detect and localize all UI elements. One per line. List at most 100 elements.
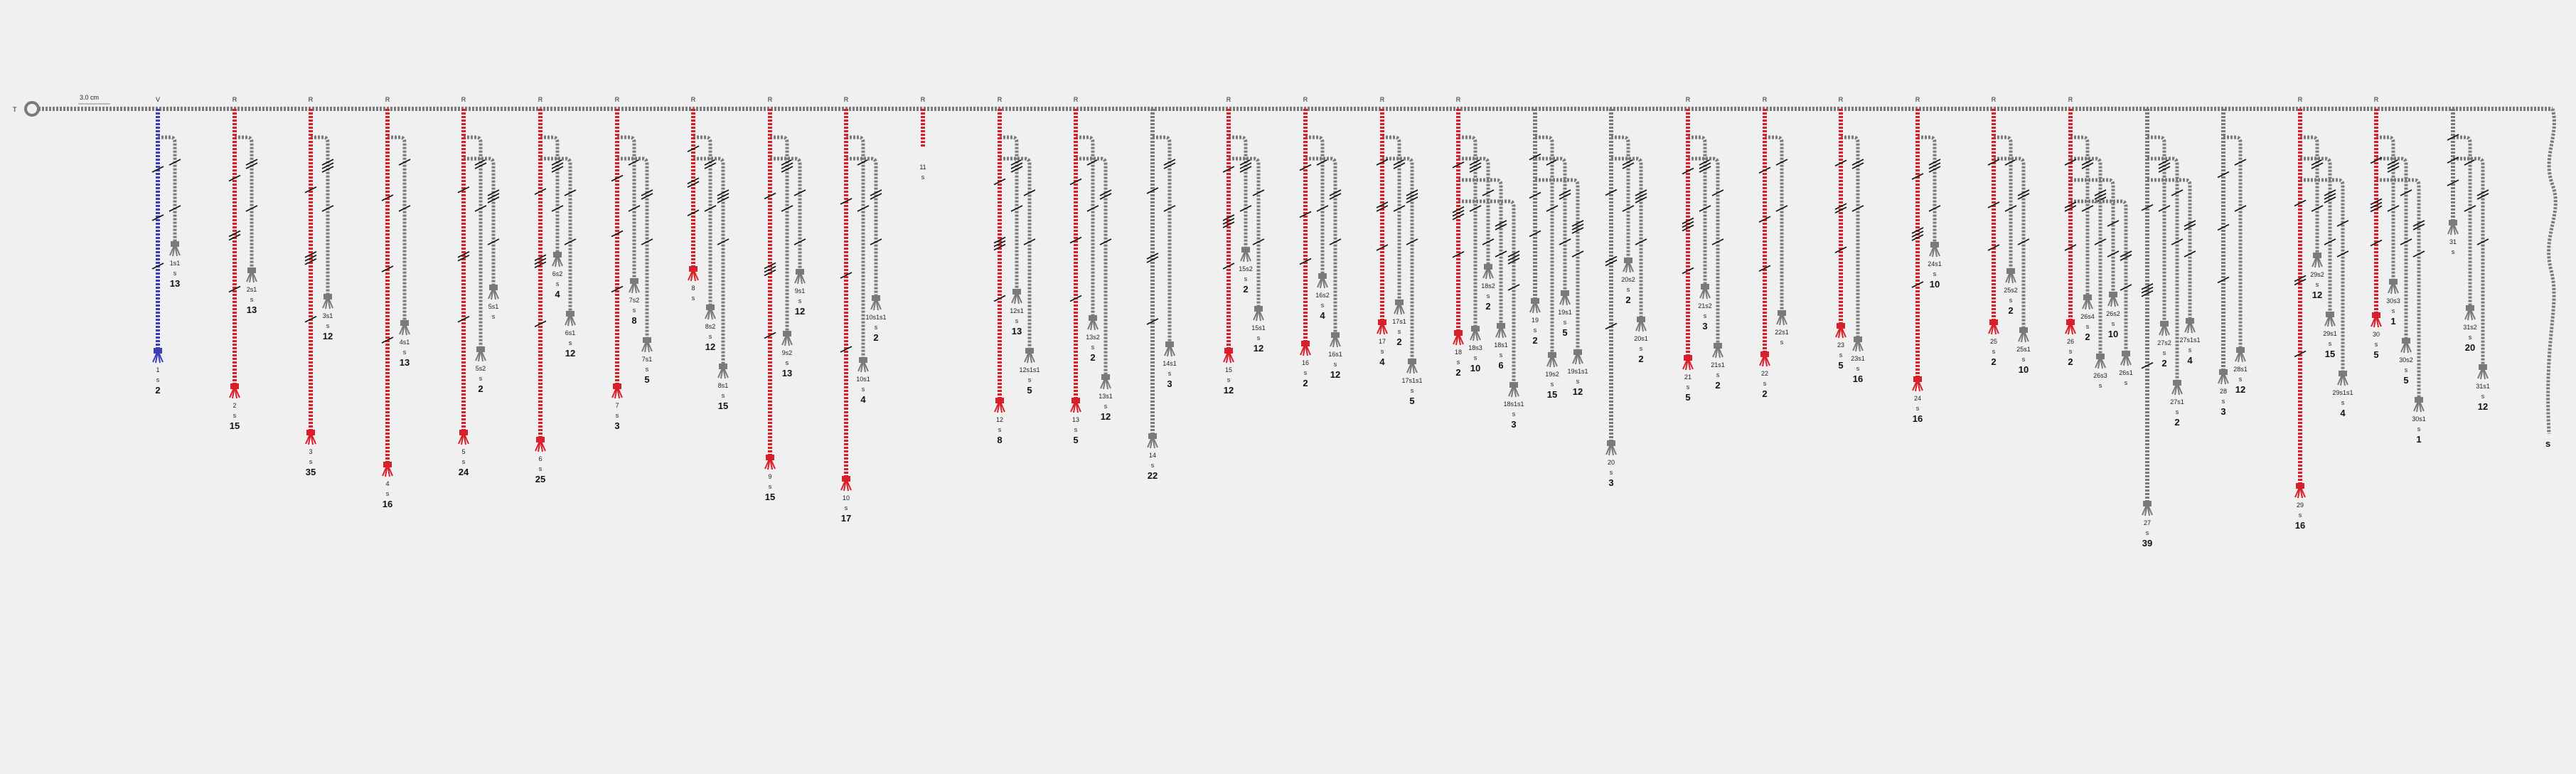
subsidiary-cord-29s2: 29s2 s 12: [2300, 135, 2324, 300]
subsidiary-cord-9s2: 9s2 s 13: [770, 135, 793, 378]
knot-mark: [993, 240, 1006, 248]
knot-mark: [1163, 159, 1176, 166]
subsidiary-count: 12: [2312, 290, 2322, 300]
cord-end-knot: [230, 383, 239, 389]
knot-mark: [2336, 220, 2349, 227]
subsidiary-count: 13: [782, 368, 792, 378]
knot-mark: [2107, 220, 2120, 227]
subsidiary-label: 5s1: [488, 303, 499, 310]
knot-mark: [2141, 362, 2154, 369]
knot-mark: [1622, 159, 1635, 166]
subsidiary-cord-line: [2453, 135, 2472, 308]
subsidiary-cord-13s2: 13s2 s2: [1076, 135, 1100, 363]
subsidiary-label: 4s1: [400, 339, 410, 346]
cord-end-tassel: [1912, 378, 1923, 392]
subsidiary-cord-line: [1305, 135, 1325, 276]
knot-mark: [1699, 166, 1711, 173]
knot-mark: [2412, 250, 2425, 258]
knot-mark: [717, 189, 729, 196]
subsidiary-s-label: s: [556, 280, 560, 287]
subsidiary-label: 31s1: [2476, 383, 2490, 390]
knot-mark: [2081, 159, 2094, 166]
subsidiary-cord-20s1: 20s1 s 2: [1611, 157, 1648, 364]
pendant-s-label: s: [998, 426, 1002, 433]
knot-mark: [2107, 250, 2120, 258]
subsidiary-cord-line: [1535, 157, 1567, 293]
subsidiary-label: 26s2: [2106, 310, 2120, 317]
subsidiary-count: 2: [2008, 305, 2013, 316]
cord-end-tassel: [246, 270, 257, 283]
cord-end-tassel: [1546, 354, 1558, 368]
knot-mark: [2184, 220, 2196, 227]
cord-end-knot: [306, 430, 315, 435]
subsidiary-cord-line: [464, 135, 483, 349]
knot-mark: [1635, 193, 1647, 200]
subsidiary-cord-line: [2376, 178, 2421, 400]
cord-end-knot: [566, 311, 574, 317]
pendant-label: 10: [843, 494, 850, 502]
subsidiary-cord-5s2: 5s2 s2: [464, 135, 487, 394]
knot-mark: [1163, 162, 1176, 169]
knot-mark: [304, 258, 317, 265]
cord-end-knot: [1854, 336, 1862, 342]
subsidiary-cord-line: [1841, 135, 1860, 339]
cord-end-tassel: [2400, 340, 2412, 354]
cord-end-tassel: [399, 322, 410, 336]
cord-end-knot: [2479, 364, 2487, 370]
pendant-label: 30: [2373, 331, 2380, 338]
subsidiary-count: 1: [2416, 434, 2421, 445]
subsidiary-cord-line: [388, 135, 407, 323]
knot-mark: [1069, 295, 1082, 302]
knot-mark: [304, 316, 317, 323]
subsidiary-label: 28s1: [2233, 366, 2248, 373]
knot-mark: [1605, 259, 1618, 267]
subsidiary-count: 10: [2019, 364, 2029, 375]
knot-mark: [2412, 220, 2425, 227]
subsidiary-cord-22s1: 22s1 s: [1765, 135, 1789, 346]
cord-end-tassel: [2120, 353, 2132, 366]
knot-mark: [304, 186, 317, 194]
knot-mark: [1086, 205, 1099, 212]
subsidiary-label: 26s3: [2093, 372, 2107, 379]
pendant-top-marker: R: [461, 96, 466, 103]
pendant-s-label: s: [309, 458, 313, 465]
knot-mark: [2412, 223, 2425, 230]
knot-mark: [793, 238, 806, 245]
pendant-label: 14: [1149, 452, 1156, 459]
knot-mark: [781, 159, 793, 166]
subsidiary-count: 2: [1396, 336, 1401, 347]
subsidiary-cord-26s3: 26s3 s: [2070, 157, 2107, 389]
pendant-label: 24: [1914, 395, 1921, 402]
cord-end-tassel: [1559, 292, 1571, 306]
knot-mark: [2311, 162, 2324, 169]
cord-end-knot: [1989, 319, 1998, 325]
cord-end-knot: [1378, 319, 1386, 325]
knot-mark: [2311, 205, 2324, 212]
pendant-count: 3: [614, 420, 619, 431]
subsidiary-label: 12s1: [1010, 307, 1024, 314]
knot-mark: [1299, 211, 1312, 218]
subsidiary-cord-line: [1688, 157, 1720, 346]
subsidiary-cord-17s1s1: 17s1s1 s 5: [1382, 157, 1423, 406]
knot-mark: [1987, 244, 2000, 251]
cord-end-knot: [1101, 374, 1110, 380]
pendant-s-label: s: [1457, 359, 1460, 366]
knot-mark: [381, 194, 394, 201]
cord-end-knot: [2219, 369, 2228, 375]
pendant-label: 15: [1225, 366, 1232, 373]
pendant-s-label: s: [233, 412, 237, 419]
knot-mark: [1469, 166, 1482, 173]
subsidiary-label: 12s1s1: [1019, 366, 1040, 373]
knot-mark: [1546, 159, 1559, 166]
knot-mark: [2017, 238, 2030, 245]
knot-mark: [2324, 193, 2336, 200]
knot-mark: [2294, 199, 2307, 207]
cord-end-tassel: [1223, 350, 1234, 364]
subsidiary-count: 12: [565, 348, 575, 359]
subsidiary-cord-line: [693, 157, 725, 366]
